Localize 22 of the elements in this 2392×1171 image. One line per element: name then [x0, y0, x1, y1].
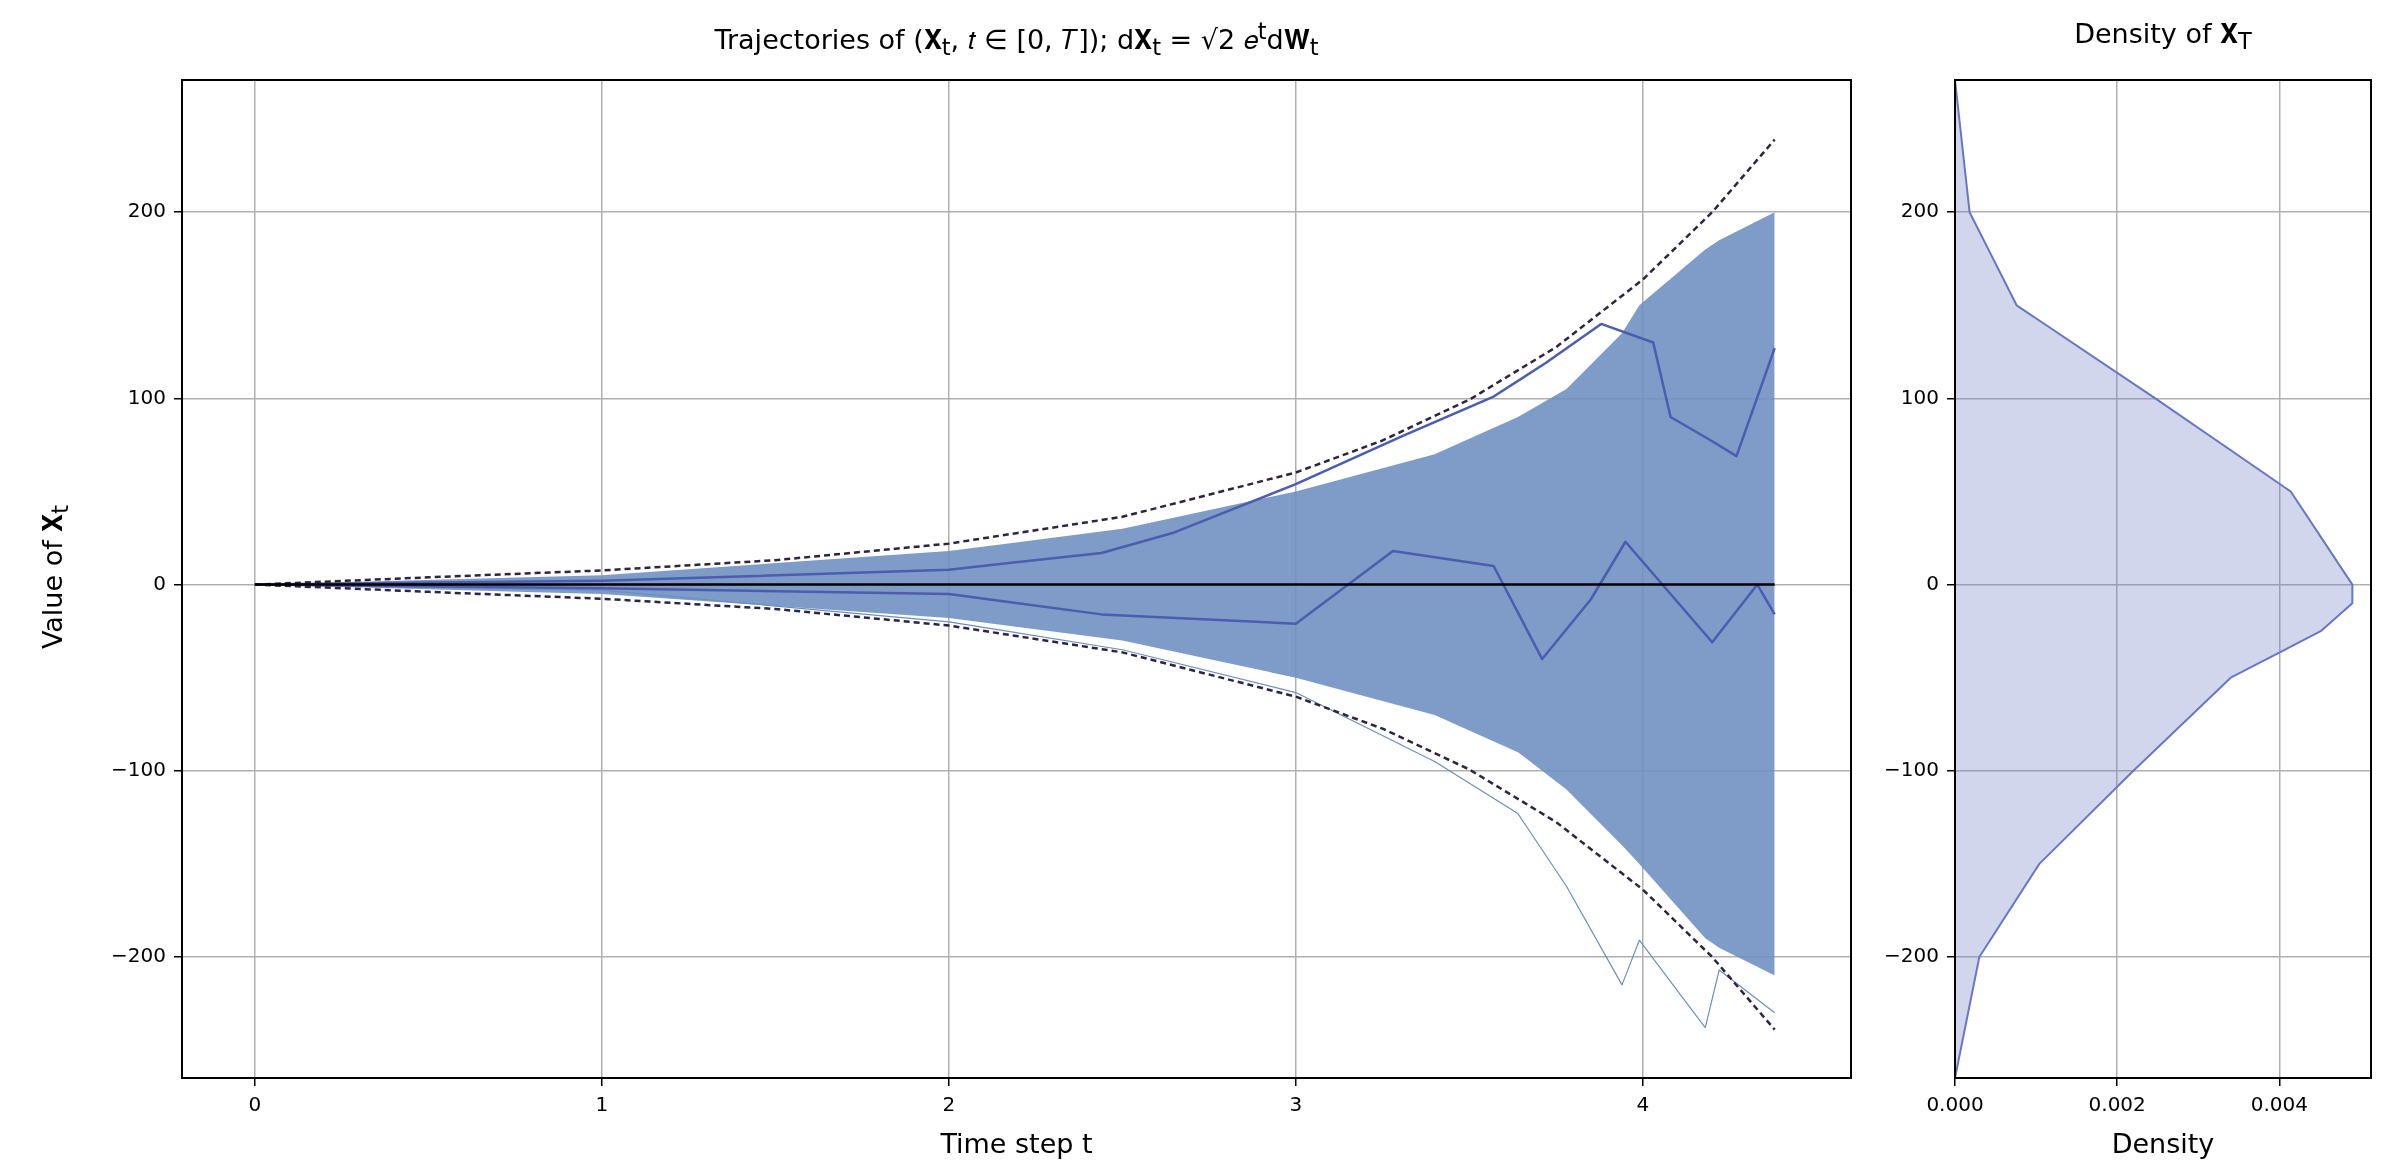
y-tick-label: 0 [1926, 570, 1939, 595]
x-tick-label: 0.004 [2250, 1092, 2308, 1117]
y-tick-label: 100 [127, 384, 166, 409]
x-tick-label: 0 [248, 1092, 262, 1117]
y-tick-label: 200 [1900, 198, 1939, 223]
x-tick-label: 2 [942, 1092, 956, 1117]
y-tick-label: 0 [153, 570, 166, 595]
x-axis-title: Density [2111, 1128, 2215, 1159]
x-tick-label: 4 [1636, 1092, 1650, 1117]
x-tick-label: 0.002 [2088, 1092, 2146, 1117]
y-tick-label: 200 [127, 198, 166, 223]
chart-title: Trajectories of (𝐗$_{t}$, 𝑡 ∈ [0, 𝑇]); d𝐗$_{t}$ = √2 𝑒$^{t}$d𝐖$_{t}$ [714, 18, 1319, 61]
x-tick-label: 1 [595, 1092, 609, 1117]
y-tick-label: −100 [1884, 756, 1939, 781]
x-axis-title: Time step t [940, 1128, 1093, 1159]
y-tick-label: 100 [1900, 384, 1939, 409]
x-tick-label: 3 [1289, 1092, 1303, 1117]
y-tick-label: −100 [111, 756, 166, 781]
chart-title: Density of 𝐗$_{T}$ [2074, 18, 2252, 55]
y-tick-label: −200 [111, 943, 166, 968]
x-tick-label: 0.000 [1926, 1092, 1984, 1117]
y-tick-label: −200 [1884, 943, 1939, 968]
